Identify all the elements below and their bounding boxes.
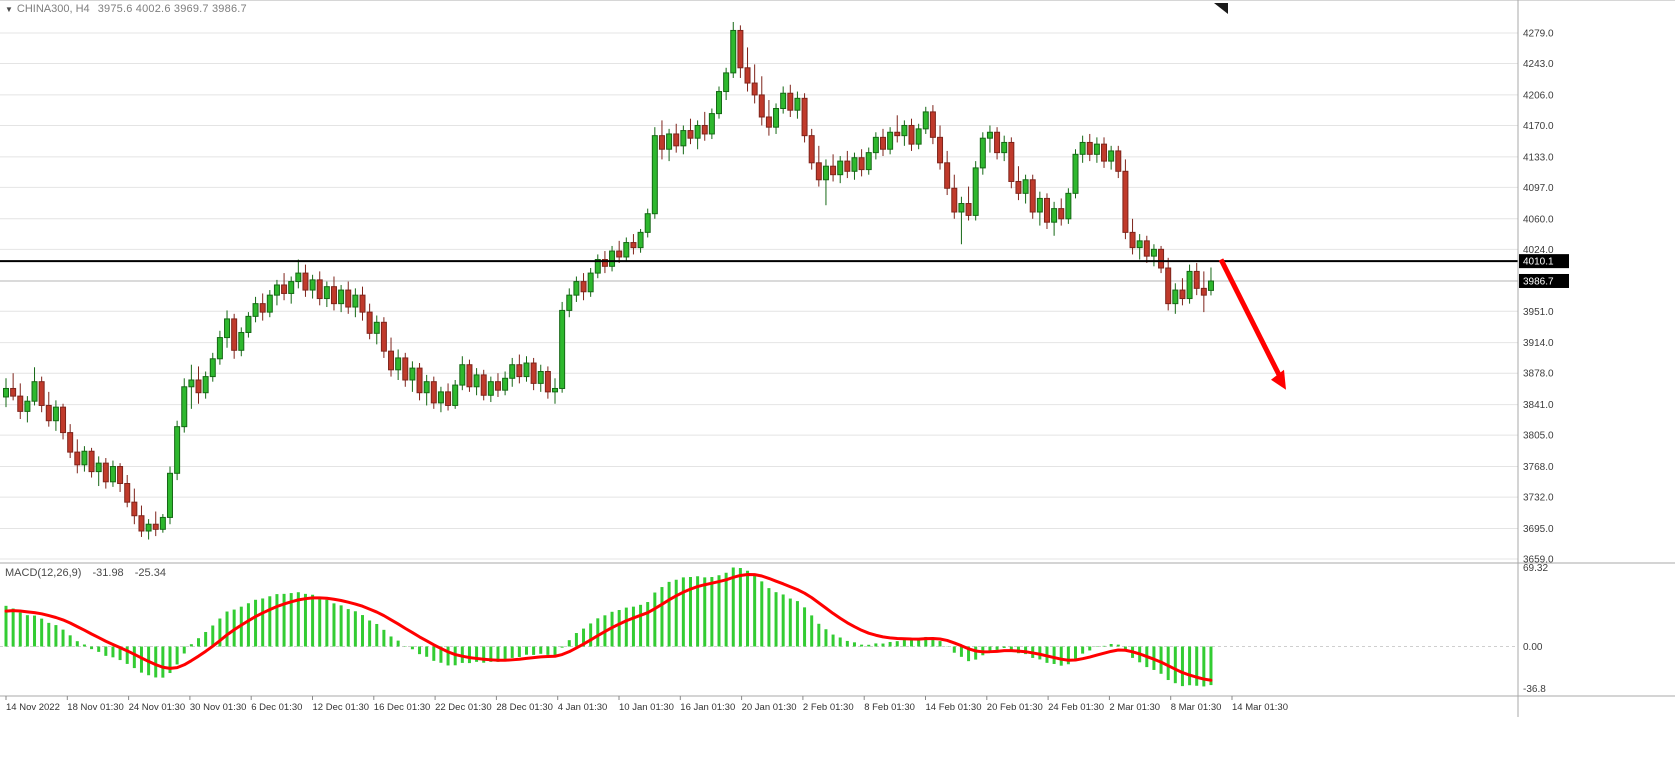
svg-text:-36.8: -36.8 (1523, 684, 1546, 695)
svg-text:22 Dec 01:30: 22 Dec 01:30 (435, 702, 492, 713)
svg-text:16 Jan 01:30: 16 Jan 01:30 (680, 702, 735, 713)
svg-text:3986.7: 3986.7 (1523, 276, 1554, 287)
price-grid (0, 32, 1518, 560)
svg-text:14 Mar 01:30: 14 Mar 01:30 (1232, 702, 1288, 713)
svg-text:6 Dec 01:30: 6 Dec 01:30 (251, 702, 302, 713)
price-tags: 4010.1 3986.7 (1519, 254, 1569, 288)
svg-text:4060.0: 4060.0 (1523, 214, 1554, 225)
svg-text:16 Dec 01:30: 16 Dec 01:30 (374, 702, 431, 713)
svg-text:3951.0: 3951.0 (1523, 307, 1554, 318)
svg-text:4206.0: 4206.0 (1523, 90, 1554, 101)
svg-text:69.32: 69.32 (1523, 563, 1548, 574)
macd-signal-line (4, 573, 1213, 682)
macd-axis-labels[interactable]: 69.32 0.00 -36.8 (1523, 563, 1548, 695)
symbol-dropdown-icon[interactable]: ▼ (5, 4, 13, 14)
macd-label: MACD(12,26,9) -31.98 -25.34 (5, 567, 166, 579)
svg-text:8 Feb 01:30: 8 Feb 01:30 (864, 702, 915, 713)
symbol-ohlc-label: ▼ CHINA300, H4 3975.6 4002.6 3969.7 3986… (5, 3, 247, 15)
svg-text:2 Feb 01:30: 2 Feb 01:30 (803, 702, 854, 713)
panel-separators (0, 0, 1675, 717)
svg-text:14 Feb 01:30: 14 Feb 01:30 (926, 702, 982, 713)
svg-text:30 Nov 01:30: 30 Nov 01:30 (190, 702, 247, 713)
svg-text:12 Dec 01:30: 12 Dec 01:30 (313, 702, 370, 713)
svg-text:3659.0: 3659.0 (1523, 555, 1554, 566)
svg-text:3768.0: 3768.0 (1523, 462, 1554, 473)
svg-text:3732.0: 3732.0 (1523, 493, 1554, 504)
svg-text:4097.0: 4097.0 (1523, 183, 1554, 194)
macd-name: MACD(12,26,9) (5, 567, 82, 579)
svg-text:20 Jan 01:30: 20 Jan 01:30 (742, 702, 797, 713)
svg-text:20 Feb 01:30: 20 Feb 01:30 (987, 702, 1043, 713)
svg-text:4243.0: 4243.0 (1523, 59, 1554, 70)
svg-text:8 Mar 01:30: 8 Mar 01:30 (1171, 702, 1222, 713)
svg-text:24 Nov 01:30: 24 Nov 01:30 (129, 702, 186, 713)
price-axis-labels[interactable]: 4279.0 4243.0 4206.0 4170.0 4133.0 4097.0 4060… (1523, 29, 1554, 566)
svg-text:4024.0: 4024.0 (1523, 245, 1554, 256)
trend-arrow[interactable] (1218, 258, 1286, 390)
svg-text:18 Nov 01:30: 18 Nov 01:30 (67, 702, 124, 713)
svg-text:4279.0: 4279.0 (1523, 29, 1554, 40)
svg-text:4133.0: 4133.0 (1523, 152, 1554, 163)
macd-signal-value: -25.34 (134, 567, 166, 579)
symbol-name: CHINA300, H4 (16, 3, 90, 15)
svg-text:10 Jan 01:30: 10 Jan 01:30 (619, 702, 674, 713)
time-axis-labels[interactable]: 14 Nov 2022 18 Nov 01:30 24 Nov 01:30 30 No… (5, 696, 1288, 713)
svg-text:3914.0: 3914.0 (1523, 338, 1554, 349)
svg-text:28 Dec 01:30: 28 Dec 01:30 (496, 702, 553, 713)
svg-text:4170.0: 4170.0 (1523, 121, 1554, 132)
svg-text:3805.0: 3805.0 (1523, 431, 1554, 442)
svg-text:4 Jan 01:30: 4 Jan 01:30 (558, 702, 608, 713)
ohlc-values: 3975.6 4002.6 3969.7 3986.7 (97, 3, 247, 15)
svg-text:14 Nov 2022: 14 Nov 2022 (6, 702, 60, 713)
macd-main-value: -31.98 (92, 567, 124, 579)
candles (3, 21, 1214, 540)
svg-text:3878.0: 3878.0 (1523, 369, 1554, 380)
svg-text:4010.1: 4010.1 (1523, 257, 1554, 268)
macd-histogram (4, 567, 1213, 687)
svg-text:3841.0: 3841.0 (1523, 400, 1554, 411)
svg-text:2 Mar 01:30: 2 Mar 01:30 (1109, 702, 1160, 713)
svg-text:0.00: 0.00 (1523, 642, 1543, 653)
svg-text:24 Feb 01:30: 24 Feb 01:30 (1048, 702, 1104, 713)
chart-shift-icon[interactable] (1214, 3, 1228, 14)
svg-text:3695.0: 3695.0 (1523, 524, 1554, 535)
